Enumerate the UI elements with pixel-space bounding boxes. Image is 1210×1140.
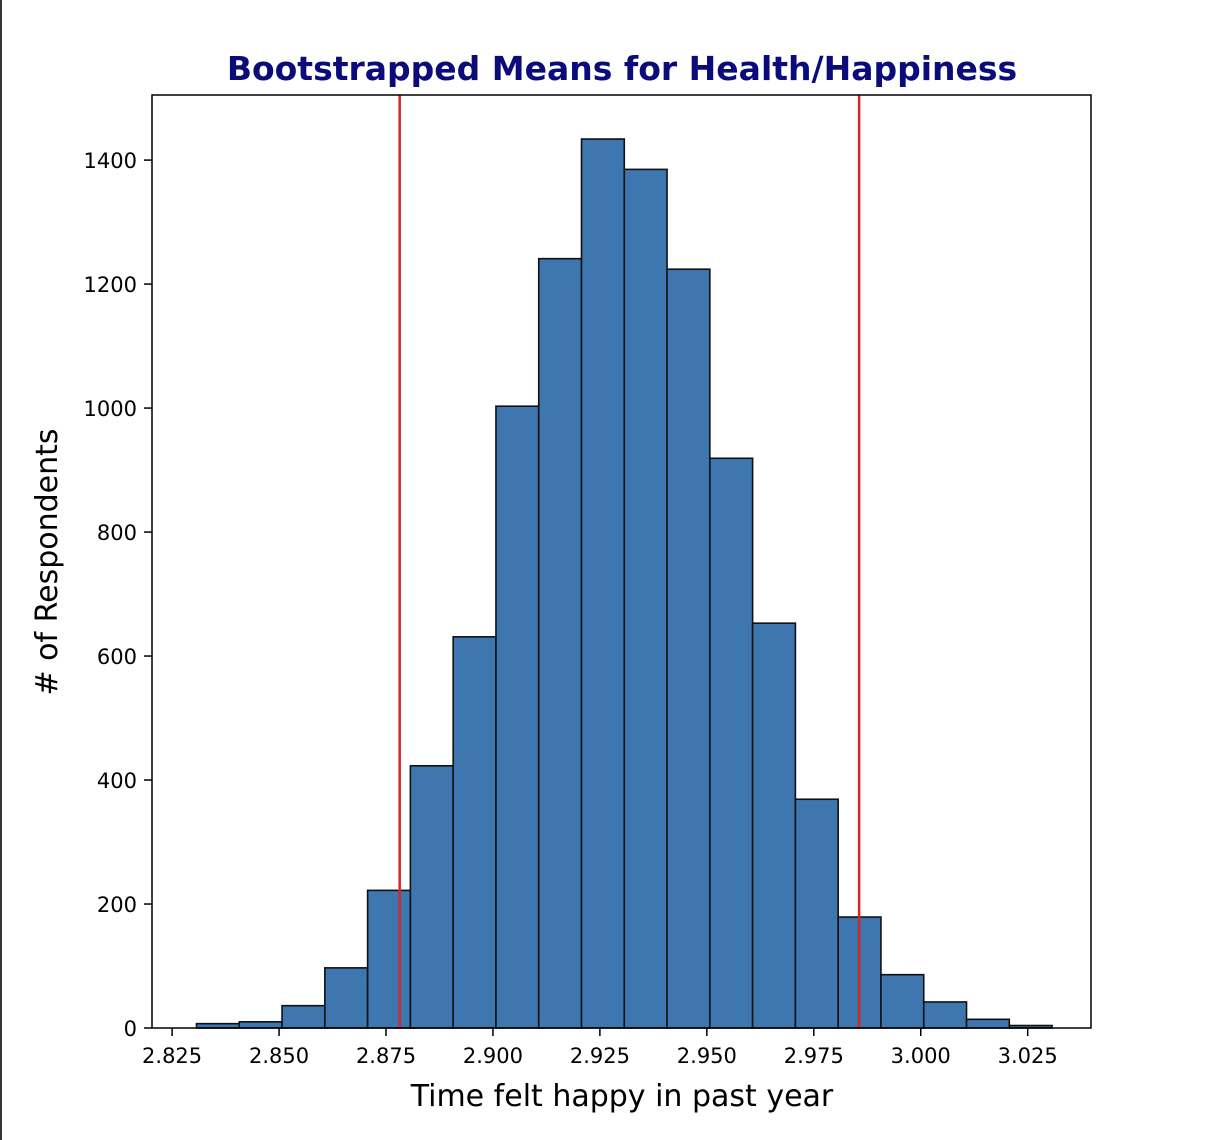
histogram-bar-18	[922, 1001, 968, 1029]
histogram-bar-11	[623, 168, 668, 1029]
x-tick-label: 2.875	[356, 1044, 416, 1068]
x-tick-label: 2.825	[142, 1044, 202, 1068]
x-tick-label: 2.900	[463, 1044, 523, 1068]
histogram-bar-6	[409, 764, 454, 1029]
y-tick-label: 800	[97, 521, 137, 545]
y-tick-label: 400	[97, 769, 137, 793]
histogram-bar-9	[537, 257, 583, 1029]
histogram-bars	[195, 138, 1053, 1029]
interval-lines	[398, 95, 861, 1028]
x-axis-label: Time felt happy in past year	[410, 1079, 834, 1114]
x-tick-label: 3.000	[891, 1044, 951, 1068]
chart-title: Bootstrapped Means for Health/Happiness	[227, 49, 1017, 88]
y-axis-label: # of Respondents	[30, 428, 65, 695]
histogram-bar-7	[452, 636, 497, 1029]
y-tick-label: 600	[97, 645, 137, 669]
histogram-bar-8	[495, 405, 540, 1029]
x-tick-label: 3.025	[998, 1044, 1058, 1068]
x-axis-ticks: 2.825 2.850 2.875 2.900 2.925 2.950 2.975 3.000…	[142, 1028, 1058, 1068]
x-tick-label: 2.850	[249, 1044, 309, 1068]
histogram-bar-13	[709, 457, 754, 1029]
window-left-edge	[0, 0, 2, 1140]
histogram-bar-14	[751, 622, 797, 1029]
x-tick-label: 2.975	[784, 1044, 844, 1068]
histogram-bar-3	[281, 1004, 326, 1029]
y-tick-label: 1000	[84, 397, 137, 421]
plot-frame	[151, 94, 1092, 1029]
y-tick-label: 200	[97, 893, 137, 917]
histogram-bar-12	[666, 268, 711, 1029]
y-tick-label: 1400	[84, 149, 137, 173]
y-axis-ticks: 0 200 400 600 800 1000 1200 1400	[84, 149, 152, 1041]
x-tick-label: 2.925	[570, 1044, 630, 1068]
histogram-bar-2	[238, 1021, 283, 1029]
x-tick-label: 2.950	[677, 1044, 737, 1068]
y-tick-label: 1200	[84, 273, 137, 297]
histogram-bar-5	[366, 889, 412, 1029]
histogram-bar-4	[324, 967, 369, 1029]
histogram-bar-19	[965, 1018, 1011, 1029]
y-tick-label: 0	[124, 1017, 137, 1041]
histogram-bar-10	[580, 138, 626, 1029]
histogram-bar-15	[794, 798, 839, 1029]
histogram-bar-17	[880, 973, 925, 1029]
